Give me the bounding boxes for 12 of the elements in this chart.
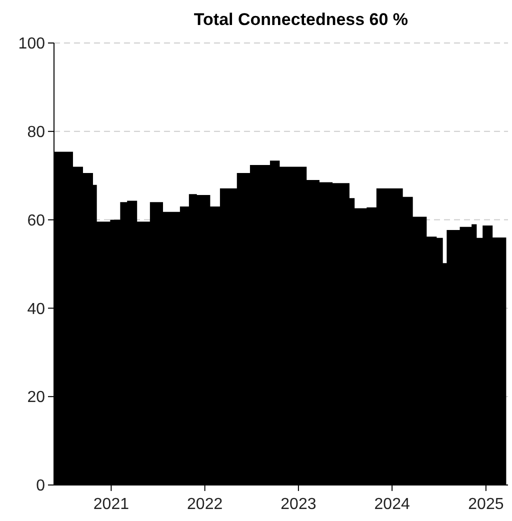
y-tick-label: 80: [27, 124, 46, 141]
x-tick-label: 2025: [468, 496, 504, 513]
y-tick-label: 60: [27, 212, 46, 230]
y-tick-label: 100: [18, 36, 46, 53]
x-tick-label: 2021: [93, 496, 130, 513]
y-tick-label: 0: [36, 478, 46, 495]
y-tick-label: 20: [27, 389, 46, 406]
x-tick-label: 2023: [280, 496, 316, 513]
y-tick-label: 40: [27, 300, 46, 318]
x-tick-label: 2024: [374, 496, 410, 513]
chart-title: Total Connectedness 60 %: [194, 10, 408, 29]
x-tick-label: 2022: [187, 496, 223, 513]
